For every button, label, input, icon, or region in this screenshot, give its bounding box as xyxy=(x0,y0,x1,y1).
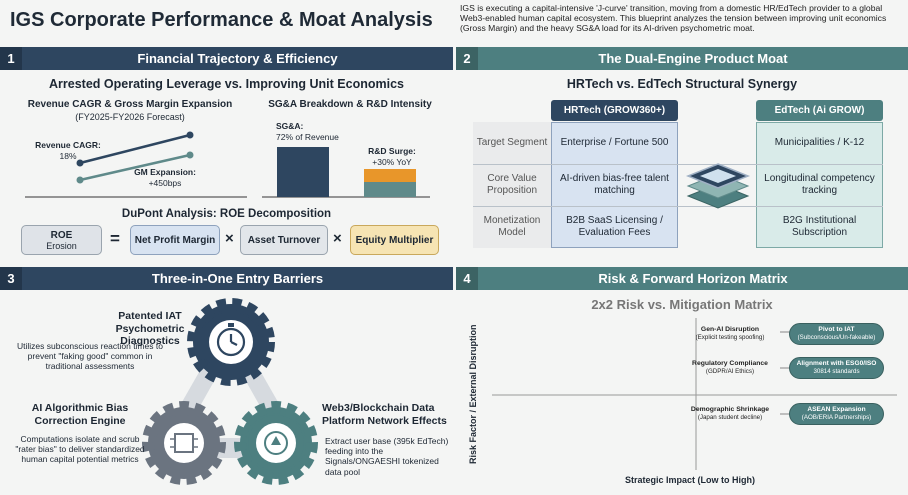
section-4-header: 4 Risk & Forward Horizon Matrix xyxy=(456,267,908,290)
hrtech-column xyxy=(551,122,678,248)
gear-top xyxy=(187,298,275,386)
barrier-2-desc: Computations isolate and scrub "rater bi… xyxy=(15,434,145,465)
gm-label: GM Expansion: xyxy=(134,167,196,177)
risk-sub: (Japan student decline) xyxy=(697,414,763,422)
mitigation-sub: (Subconscious/Un-fakeable) xyxy=(797,334,876,342)
revenue-line xyxy=(79,133,191,165)
revenue-gm-chart xyxy=(25,131,247,198)
asset-turnover-box: Asset Turnover xyxy=(240,225,328,255)
barrier-1-title: Patented IAT Psychometric Diagnostics xyxy=(115,310,185,348)
risk-sub: (GDPR/AI Ethics) xyxy=(705,368,755,376)
layers-icon xyxy=(685,163,751,209)
mitigation-sub: (AOB/ERIA Partnerships) xyxy=(801,414,872,422)
gm-start-point xyxy=(76,176,84,184)
section-title: The Dual-Engine Product Moat xyxy=(598,51,788,66)
rd-value: +30% YoY xyxy=(372,157,412,167)
mitigation-esg-alignment: Alignment with ESG0/ISO 30814 standards xyxy=(789,357,884,379)
edtech-header: EdTech (Ai GROW) xyxy=(756,100,883,121)
revenue-value: 18% xyxy=(59,151,77,161)
section-number: 3 xyxy=(0,267,22,290)
mitigation-title: ASEAN Expansion xyxy=(807,406,866,414)
row-label-monetization: Monetization Model xyxy=(483,215,541,238)
risk-title: Gen-AI Disruption xyxy=(700,326,760,333)
gm-line xyxy=(79,153,191,182)
roe-sub: Erosion xyxy=(46,240,77,251)
sga-value: 72% of Revenue xyxy=(276,132,339,142)
sga-label: SG&A: xyxy=(276,121,304,131)
barrier-3-title: Web3/Blockchain Data Platform Network Ef… xyxy=(322,402,447,427)
revenue-label: Revenue CAGR: xyxy=(35,140,101,150)
risk-gen-ai: Gen-AI Disruption (Explicit testing spoo… xyxy=(680,326,780,342)
section-1-header: 1 Financial Trajectory & Efficiency xyxy=(0,47,453,70)
ed-core: Longitudinal competency tracking xyxy=(764,173,875,196)
barrier-2-title: AI Algorithmic Bias Correction Engine xyxy=(31,402,129,427)
mitigation-title: Alignment with ESG0/ISO xyxy=(796,360,877,368)
section-title: Three-in-One Entry Barriers xyxy=(151,271,324,286)
section-subtitle: HRTech vs. EdTech Structural Synergy xyxy=(566,77,798,91)
section-number: 4 xyxy=(456,267,478,290)
gear-left xyxy=(142,401,226,485)
section-number: 2 xyxy=(456,47,478,70)
section-subtitle: 2x2 Risk vs. Mitigation Matrix xyxy=(591,297,773,312)
y-axis-label: Risk Factor / External Disruption xyxy=(468,324,478,464)
ed-target: Municipalities / K-12 xyxy=(774,137,865,148)
hr-target: Enterprise / Fortune 500 xyxy=(560,137,669,148)
mitigation-asean: ASEAN Expansion (AOB/ERIA Partnerships) xyxy=(789,403,884,425)
section-3-header: 3 Three-in-One Entry Barriers xyxy=(0,267,453,290)
risk-title: Regulatory Compliance xyxy=(692,360,768,367)
equals-sign: = xyxy=(110,229,120,248)
risk-sub: (Explicit testing spoofing) xyxy=(695,334,765,342)
risk-demographic: Demographic Shrinkage (Japan student dec… xyxy=(680,406,780,422)
row-divider xyxy=(473,164,883,165)
row-labels-column xyxy=(473,122,551,248)
mitigation-title: Pivot to IAT xyxy=(818,326,855,334)
intro-text: IGS is executing a capital-intensive 'J-… xyxy=(460,3,887,33)
section-title: Financial Trajectory & Efficiency xyxy=(137,51,338,66)
hr-monetization: B2B SaaS Licensing / Evaluation Fees xyxy=(566,215,663,238)
risk-title: Demographic Shrinkage xyxy=(690,406,770,413)
section-number: 1 xyxy=(0,47,22,70)
sga-bar xyxy=(277,147,329,197)
npm-box: Net Profit Margin xyxy=(130,225,220,255)
risk-matrix-axes xyxy=(492,318,897,470)
rd-label: R&D Surge: xyxy=(368,146,416,156)
three-gears-diagram xyxy=(142,298,318,485)
page-title: IGS Corporate Performance & Moat Analysi… xyxy=(10,9,433,31)
revenue-end-point xyxy=(186,131,194,139)
sga-rd-chart xyxy=(262,147,430,198)
gm-value: +450bps xyxy=(148,178,182,188)
roe-box: ROE Erosion xyxy=(21,225,102,255)
row-divider xyxy=(473,206,883,207)
risk-regulatory: Regulatory Compliance (GDPR/AI Ethics) xyxy=(680,360,780,376)
equity-multiplier-box: Equity Multiplier xyxy=(350,225,439,255)
gear-right xyxy=(234,401,318,485)
section-subtitle: Arrested Operating Leverage vs. Improvin… xyxy=(49,77,404,91)
hr-core: AI-driven bias-free talent matching xyxy=(560,173,669,196)
chart1-title: Revenue CAGR & Gross Margin Expansion xyxy=(27,99,233,110)
edtech-column xyxy=(756,122,883,248)
mitigation-sub: 30814 standards xyxy=(813,368,860,376)
revenue-start-point xyxy=(76,159,84,167)
section-2-header: 2 The Dual-Engine Product Moat xyxy=(456,47,908,70)
rd-base-bar xyxy=(364,182,416,197)
barrier-3-desc: Extract user base (395k EdTech) feeding … xyxy=(325,436,449,477)
mitigation-pivot-iat: Pivot to IAT (Subconscious/Un-fakeable) xyxy=(789,323,884,345)
row-label-target: Target Segment xyxy=(476,137,548,148)
chart2-title: SG&A Breakdown & R&D Intensity xyxy=(268,99,432,110)
times-sign-2: × xyxy=(333,230,342,247)
x-axis-label: Strategic Impact (Low to High) xyxy=(624,475,755,485)
gm-end-point xyxy=(186,151,194,159)
chart1-subtitle: (FY2025-FY2026 Forecast) xyxy=(75,112,185,122)
ed-monetization: B2G Institutional Subscription xyxy=(782,215,857,238)
row-label-core: Core Value Proposition xyxy=(486,173,538,196)
rd-surge-bar xyxy=(364,169,416,182)
section-title: Risk & Forward Horizon Matrix xyxy=(598,271,788,286)
roe-label: ROE xyxy=(50,229,73,241)
dupont-title: DuPont Analysis: ROE Decomposition xyxy=(121,208,332,220)
times-sign-1: × xyxy=(225,230,234,247)
hrtech-header: HRTech (GROW360+) xyxy=(551,100,678,121)
barrier-1-desc: Utilizes subconscious reaction times to … xyxy=(17,341,163,372)
